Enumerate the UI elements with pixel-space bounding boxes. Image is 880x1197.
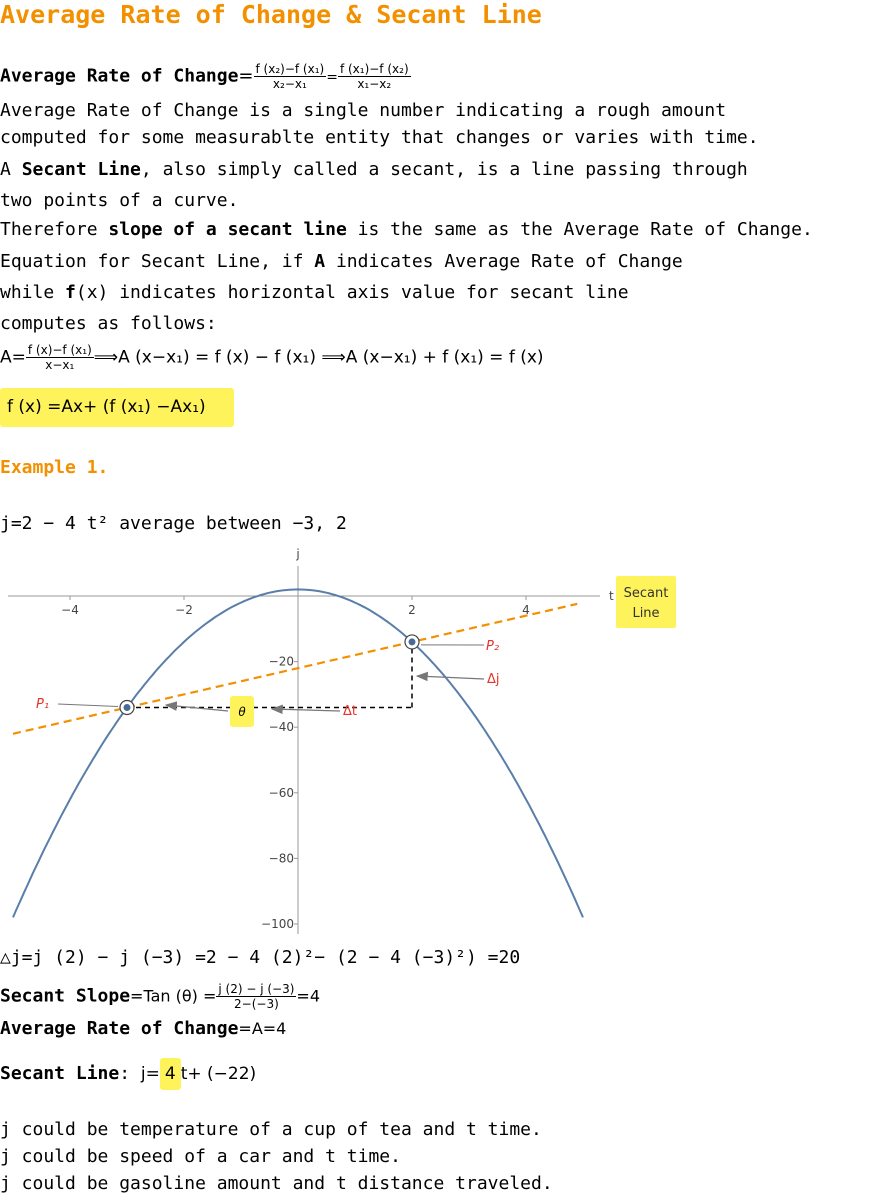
y-tick-label: −100 <box>261 917 294 931</box>
paragraph-line: while f(x) indicates horizontal axis val… <box>0 282 629 303</box>
point-marker <box>408 638 416 646</box>
definition-equals: = <box>238 65 254 87</box>
secant-line <box>12 602 578 735</box>
parabola-curve <box>12 588 584 918</box>
paragraph-line: Equation for Secant Line, if A indicates… <box>0 251 683 272</box>
delta-j-label: Δj <box>487 672 500 687</box>
theta-label: θ <box>238 705 246 719</box>
x-tick-label: −4 <box>61 603 79 617</box>
paragraph-line: computed for some measurablte entity tha… <box>0 127 759 148</box>
secant-slope-label: Secant Slope <box>0 985 131 1007</box>
equation-fraction: f (x)−f (x₁) x−x₁ <box>25 343 94 372</box>
paragraph-line: Average Rate of Change is a single numbe… <box>0 100 727 121</box>
bold-term: slope of a secant line <box>108 219 347 240</box>
equation-lhs: A= <box>0 347 26 368</box>
secant-line-chart: t j −4 −2 2 4 −20 −40 −60 −80 −100 P₁ P₂ Δj Δt θ Secant… <box>8 547 676 934</box>
text-span: while <box>0 282 66 303</box>
definition-fraction-1-numerator: f (x₂)−f (x₁) <box>253 62 327 77</box>
secant-slope-fraction: j (2) − j (−3) 2−(−3) <box>216 982 297 1011</box>
bold-term: Secant Line <box>21 159 141 180</box>
secant-line-rhs: t+ (−22) <box>180 1064 257 1084</box>
y-tick-label: −80 <box>269 851 294 865</box>
secant-slope-denominator: 2−(−3) <box>234 997 279 1011</box>
p1-leader <box>57 703 119 708</box>
x-axis-label: t <box>609 589 614 603</box>
legend-label-line-2: Line <box>632 606 659 621</box>
highlighted-formula: f (x) =Ax+ (f (x₁) −Ax₁) <box>0 388 234 427</box>
x-tick-label: 4 <box>522 603 530 617</box>
secant-slope-value: =4 <box>296 986 320 1006</box>
definition-label: Average Rate of Change <box>0 65 239 87</box>
y-tick-label: −20 <box>269 655 294 669</box>
example-heading: Example 1. <box>0 457 109 478</box>
text-span: , also simply called a secant, is a line… <box>140 159 748 180</box>
point-marker <box>123 704 131 712</box>
secant-slope-tan: =Tan (θ) = <box>130 986 217 1006</box>
x-tick-label: 2 <box>408 603 416 617</box>
delta-j-arrow <box>415 671 485 682</box>
theta-highlight <box>230 696 254 727</box>
legend-box <box>616 576 676 628</box>
p2-label: P₂ <box>486 639 499 654</box>
delta-j-calculation: △j=j (2) − j (−3) =2 − 4 (2)²− (2 − 4 (−… <box>0 947 521 968</box>
secant-slope-numerator: j (2) − j (−3) <box>216 982 297 997</box>
delta-t-label: Δt <box>343 704 357 719</box>
example-function: j=2 − 4 t² average between −3, 2 <box>0 513 347 534</box>
equation-rest: ⟹A (x−x₁) = f (x) − f (x₁) ⟹A (x−x₁) + f… <box>93 347 544 368</box>
secant-line-slope-highlight: 4 <box>159 1058 181 1090</box>
note-line: j could be gasoline amount and t distanc… <box>0 1173 553 1194</box>
paragraph-line: computes as follows: <box>0 313 217 334</box>
bold-term: f <box>65 282 76 303</box>
definition-fraction-1-denominator: x₂−x₁ <box>272 77 307 91</box>
definition-mid-equals: = <box>326 69 338 86</box>
y-tick-label: −40 <box>269 720 294 734</box>
text-span: A <box>0 159 22 180</box>
equation-fraction-numerator: f (x)−f (x₁) <box>25 343 94 358</box>
average-rate-result: Average Rate of Change=A=4 <box>0 1018 286 1039</box>
y-tick-label: −60 <box>269 786 294 800</box>
theta-arrow <box>164 701 229 712</box>
paragraph-line: Therefore slope of a secant line is the … <box>0 219 813 240</box>
paragraph-line: A Secant Line, also simply called a seca… <box>0 159 748 180</box>
secant-slope-formula: Secant Slope=Tan (θ) = j (2) − j (−3) 2−(−… <box>0 982 320 1011</box>
bold-term: A <box>314 251 326 272</box>
text-span: is the same as the Average Rate of Chang… <box>346 219 813 240</box>
average-rate-value: =A=4 <box>238 1019 287 1038</box>
note-line: j could be speed of a car and t time. <box>0 1146 401 1167</box>
page-title: Average Rate of Change & Secant Line <box>0 0 542 29</box>
secant-line-lhs: j= <box>140 1064 160 1084</box>
delta-t-arrow <box>270 704 341 715</box>
equation-derivation: A= f (x)−f (x₁) x−x₁ ⟹A (x−x₁) = f (x) − f … <box>0 343 544 372</box>
equation-fraction-denominator: x−x₁ <box>45 358 75 372</box>
p1-label: P₁ <box>36 697 49 712</box>
legend-label-line-1: Secant <box>624 586 669 601</box>
definition-formula: Average Rate of Change= f (x₂)−f (x₁) x₂−x… <box>0 62 411 91</box>
secant-line-colon: : <box>119 1063 131 1084</box>
definition-fraction-2-numerator: f (x₁)−f (x₂) <box>337 62 411 77</box>
y-axis-label: j <box>295 547 299 561</box>
text-span: indicates Average Rate of Change <box>325 251 683 272</box>
definition-fraction-1: f (x₂)−f (x₁) x₂−x₁ <box>253 62 327 91</box>
definition-fraction-2-denominator: x₁−x₂ <box>357 77 392 91</box>
text-span: Equation for Secant Line, if <box>0 251 315 272</box>
secant-line-label: Secant Line <box>0 1063 120 1084</box>
note-line: j could be temperature of a cup of tea a… <box>0 1119 542 1140</box>
text-span: Therefore <box>0 219 109 240</box>
average-rate-label: Average Rate of Change <box>0 1018 239 1039</box>
paragraph-line: two points of a curve. <box>0 190 239 211</box>
x-tick-label: −2 <box>175 603 193 617</box>
secant-line-equation: Secant Line: j= 4 t+ (−22) <box>0 1058 256 1090</box>
definition-fraction-2: f (x₁)−f (x₂) x₁−x₂ <box>337 62 411 91</box>
text-span: (x) indicates horizontal axis value for … <box>75 282 629 303</box>
